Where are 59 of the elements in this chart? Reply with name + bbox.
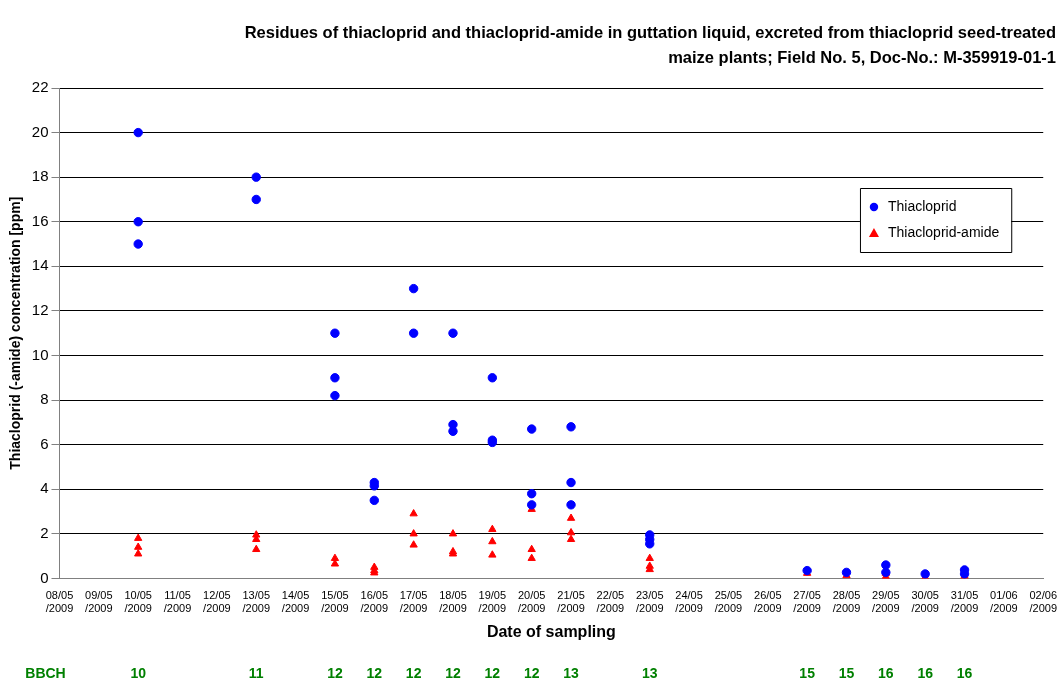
y-tick-label: 16 bbox=[31, 211, 49, 229]
y-axis-title: Thiacloprid (-amide) concentration [ppm] bbox=[7, 196, 24, 470]
x-tick-label: 10/05 /2009 bbox=[124, 589, 152, 615]
y-tick-label: 12 bbox=[31, 301, 49, 319]
text: 11 bbox=[248, 664, 264, 681]
x-tick-label: 14/05 /2009 bbox=[281, 589, 310, 615]
x-tick-label: 16/05 /2009 bbox=[360, 589, 389, 615]
x-axis-title: Date of sampling bbox=[486, 622, 616, 640]
y-tick-label: 22 bbox=[31, 78, 49, 96]
x-tick-label: 19/05 /2009 bbox=[478, 589, 507, 615]
text: 16 bbox=[956, 664, 973, 681]
chart-title: Residues of thiacloprid and thiacloprid-amide in guttation liquid, excreted from thiacloprid seed-treated maize plants; Field No. 5, Doc-No.: M-359919-01-1 bbox=[243, 22, 1056, 68]
y-tick-label: 2 bbox=[40, 523, 49, 541]
y-tick-label: 20 bbox=[31, 122, 49, 140]
x-tick-label: 25/05 /2009 bbox=[714, 589, 743, 615]
text: 16 bbox=[878, 664, 894, 681]
x-tick-label: 17/05 /2009 bbox=[399, 589, 428, 615]
x-tick-label: 26/05 /2009 bbox=[754, 589, 782, 615]
y-tick-label: 14 bbox=[31, 256, 49, 274]
x-tick-label: 13/05 /2009 bbox=[242, 589, 270, 615]
y-tick-label: 8 bbox=[40, 390, 49, 408]
y-tick-label: 18 bbox=[31, 167, 49, 185]
y-tick-label: 10 bbox=[31, 345, 49, 363]
legend-label: Thiacloprid bbox=[887, 197, 957, 214]
x-tick-label: 21/05 /2009 bbox=[557, 589, 585, 615]
text: 12 bbox=[445, 664, 461, 681]
y-tick-label: 4 bbox=[40, 479, 49, 497]
text: 12 bbox=[484, 664, 501, 681]
x-tick-label: 18/05 /2009 bbox=[439, 589, 467, 615]
text: 12 bbox=[405, 664, 422, 681]
text: 12 bbox=[327, 664, 343, 681]
text: BBCH bbox=[25, 664, 66, 681]
text: 15 bbox=[838, 664, 855, 681]
x-tick-label: 20/05 /2009 bbox=[517, 589, 546, 615]
text: 13 bbox=[563, 664, 580, 681]
x-tick-label: 30/05 /2009 bbox=[911, 589, 939, 615]
x-tick-label: 12/05 /2009 bbox=[203, 589, 231, 615]
legend-label: Thiacloprid-amide bbox=[887, 223, 1000, 240]
x-tick-label: 11/05 /2009 bbox=[163, 589, 192, 615]
x-tick-label: 01/06 /2009 bbox=[990, 589, 1018, 615]
text: 16 bbox=[917, 664, 934, 681]
x-tick-label: 02/06 /2009 bbox=[1029, 589, 1057, 615]
x-tick-label: 24/05 /2009 bbox=[675, 589, 703, 615]
x-tick-label: 28/05 /2009 bbox=[832, 589, 861, 615]
x-tick-label: 08/05 /2009 bbox=[45, 589, 74, 615]
y-tick-label: 0 bbox=[40, 568, 49, 586]
text: 12 bbox=[366, 664, 383, 681]
text: 13 bbox=[641, 664, 658, 681]
x-tick-label: 27/05 /2009 bbox=[793, 589, 821, 615]
y-tick-label: 6 bbox=[40, 434, 49, 452]
x-tick-label: 23/05 /2009 bbox=[635, 589, 664, 615]
x-tick-label: 29/05 /2009 bbox=[872, 589, 900, 615]
text: 10 bbox=[130, 664, 147, 681]
text: 15 bbox=[799, 664, 816, 681]
x-tick-label: 31/05 /2009 bbox=[950, 589, 979, 615]
x-tick-label: 09/05 /2009 bbox=[85, 589, 113, 615]
text: 12 bbox=[523, 664, 540, 681]
x-tick-label: 22/05 /2009 bbox=[596, 589, 625, 615]
x-tick-label: 15/05 /2009 bbox=[321, 589, 349, 615]
